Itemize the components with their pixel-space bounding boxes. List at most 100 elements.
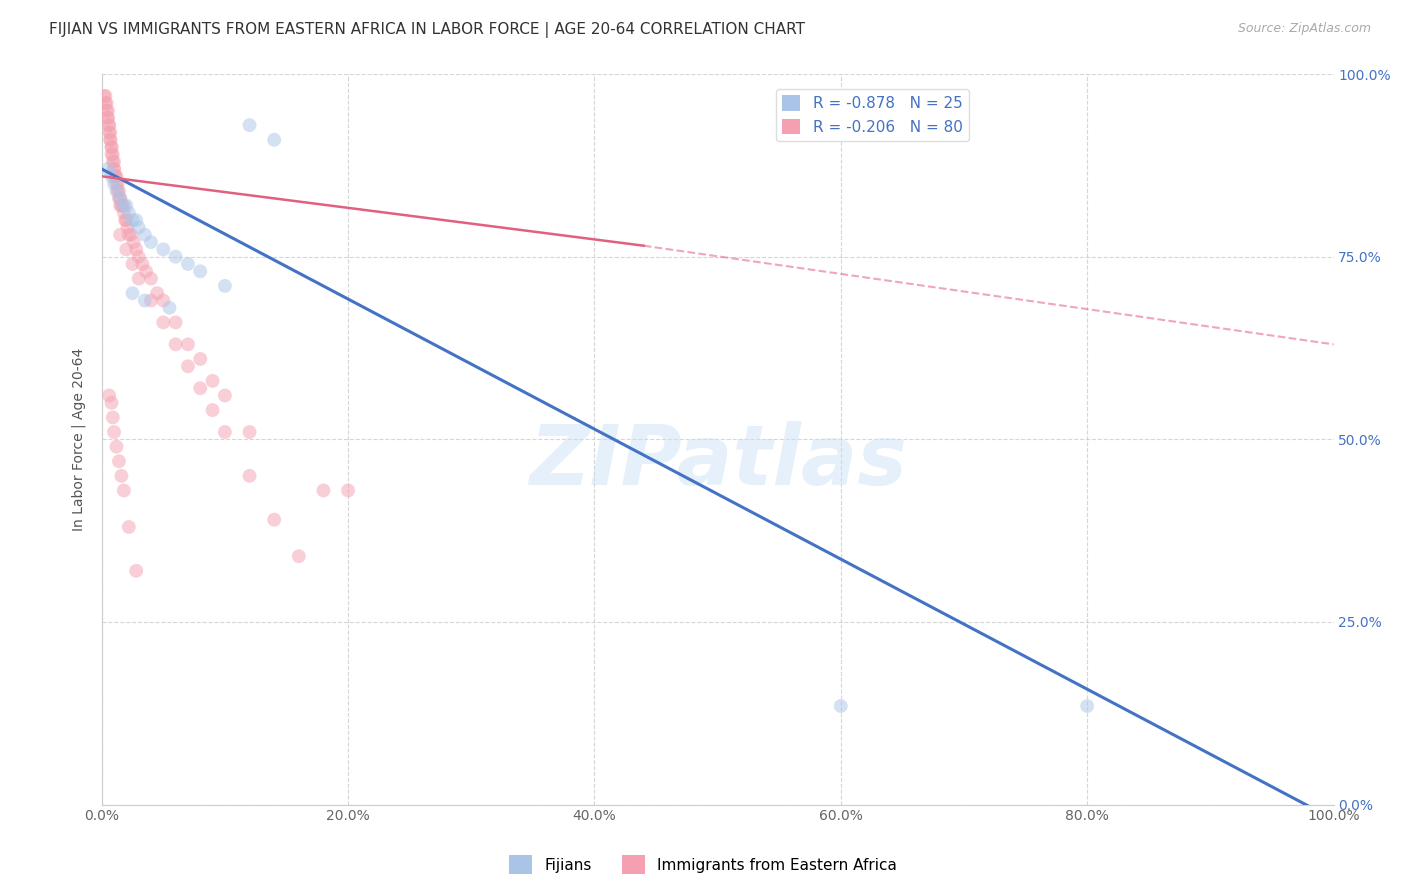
Point — [105, 184, 128, 198]
Point — [111, 198, 134, 212]
Point — [97, 111, 120, 125]
Point — [125, 564, 148, 578]
Point — [177, 359, 200, 374]
Point — [108, 184, 131, 198]
Point — [139, 293, 162, 308]
Point — [214, 279, 236, 293]
Point — [117, 220, 139, 235]
Point — [115, 213, 138, 227]
Point — [214, 425, 236, 439]
Y-axis label: In Labor Force | Age 20-64: In Labor Force | Age 20-64 — [72, 348, 86, 531]
Point — [103, 161, 125, 176]
Point — [830, 698, 852, 713]
Point — [120, 227, 142, 242]
Point — [165, 250, 187, 264]
Point — [104, 169, 127, 184]
Point — [101, 410, 124, 425]
Point — [238, 468, 260, 483]
Point — [337, 483, 360, 498]
Text: FIJIAN VS IMMIGRANTS FROM EASTERN AFRICA IN LABOR FORCE | AGE 20-64 CORRELATION : FIJIAN VS IMMIGRANTS FROM EASTERN AFRICA… — [49, 22, 806, 38]
Point — [118, 206, 141, 220]
Point — [165, 337, 187, 351]
Point — [105, 177, 128, 191]
Point — [122, 235, 145, 249]
Point — [146, 286, 169, 301]
Point — [139, 235, 162, 249]
Point — [94, 89, 117, 103]
Point — [159, 301, 181, 315]
Text: Source: ZipAtlas.com: Source: ZipAtlas.com — [1237, 22, 1371, 36]
Point — [98, 118, 121, 132]
Point — [177, 337, 200, 351]
Point — [97, 103, 120, 118]
Point — [104, 169, 127, 184]
Point — [125, 243, 148, 257]
Point — [188, 351, 211, 366]
Point — [101, 147, 124, 161]
Legend: R = -0.878   N = 25, R = -0.206   N = 80: R = -0.878 N = 25, R = -0.206 N = 80 — [776, 89, 969, 141]
Point — [103, 161, 125, 176]
Point — [103, 425, 125, 439]
Point — [177, 257, 200, 271]
Point — [114, 213, 136, 227]
Point — [128, 271, 150, 285]
Point — [131, 257, 153, 271]
Point — [188, 264, 211, 278]
Point — [263, 133, 285, 147]
Point — [100, 140, 122, 154]
Point — [98, 126, 121, 140]
Point — [110, 468, 132, 483]
Point — [110, 198, 132, 212]
Point — [121, 286, 143, 301]
Point — [128, 220, 150, 235]
Point — [125, 213, 148, 227]
Point — [115, 198, 138, 212]
Point — [214, 388, 236, 402]
Point — [152, 293, 174, 308]
Point — [98, 126, 121, 140]
Point — [128, 250, 150, 264]
Point — [134, 227, 156, 242]
Point — [201, 374, 224, 388]
Point — [96, 103, 118, 118]
Point — [98, 118, 121, 132]
Point — [108, 227, 131, 242]
Point — [139, 271, 162, 285]
Text: ZIPatlas: ZIPatlas — [529, 421, 907, 501]
Point — [118, 520, 141, 534]
Point — [112, 206, 135, 220]
Point — [312, 483, 335, 498]
Point — [103, 177, 125, 191]
Point — [112, 198, 135, 212]
Point — [108, 454, 131, 468]
Point — [100, 140, 122, 154]
Point — [107, 177, 129, 191]
Point — [105, 169, 128, 184]
Point — [121, 257, 143, 271]
Point — [152, 243, 174, 257]
Point — [108, 191, 131, 205]
Point — [108, 198, 131, 212]
Point — [288, 549, 311, 564]
Point — [1076, 698, 1098, 713]
Point — [97, 111, 120, 125]
Point — [263, 513, 285, 527]
Point — [108, 191, 131, 205]
Point — [135, 264, 157, 278]
Point — [100, 169, 122, 184]
Point — [134, 293, 156, 308]
Point — [201, 403, 224, 417]
Point — [238, 118, 260, 132]
Point — [115, 243, 138, 257]
Point — [96, 96, 118, 111]
Point — [98, 133, 121, 147]
Point — [107, 184, 129, 198]
Point — [98, 388, 121, 402]
Point — [118, 227, 141, 242]
Point — [100, 396, 122, 410]
Point — [121, 213, 143, 227]
Point — [105, 440, 128, 454]
Point — [165, 315, 187, 329]
Legend: Fijians, Immigrants from Eastern Africa: Fijians, Immigrants from Eastern Africa — [503, 849, 903, 880]
Point — [238, 425, 260, 439]
